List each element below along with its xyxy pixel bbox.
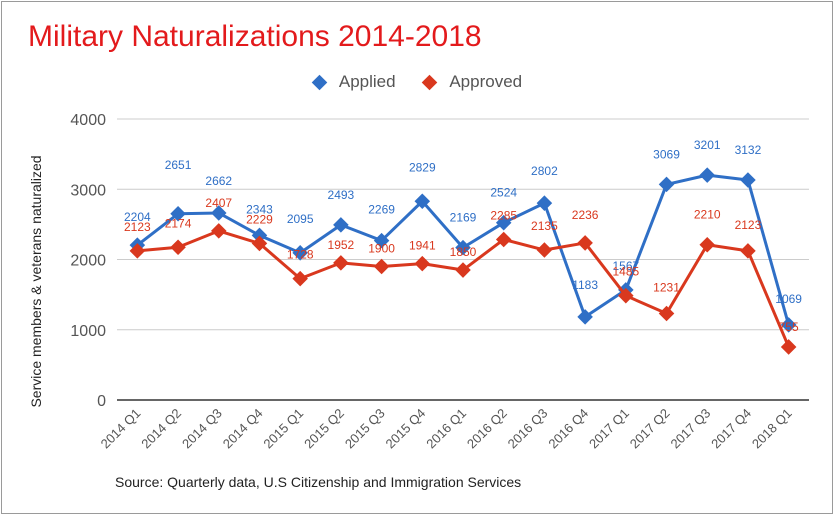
legend-item-approved[interactable]: Approved (422, 72, 523, 92)
data-label-approved: 1728 (287, 248, 314, 262)
y-tick-label: 4000 (70, 112, 106, 129)
data-point-applied (210, 205, 227, 221)
data-point-approved (333, 255, 349, 271)
data-point-applied (577, 309, 593, 325)
x-tick-label: 2015 Q1 (260, 406, 306, 452)
data-label-approved: 1850 (450, 245, 477, 259)
data-point-approved (780, 339, 797, 355)
data-label-applied: 3069 (653, 147, 680, 161)
data-point-applied (658, 176, 675, 193)
data-label-approved: 2123 (124, 220, 151, 234)
x-tick-label: 2016 Q4 (545, 406, 591, 452)
data-point-approved (129, 243, 146, 259)
data-label-applied: 2169 (450, 211, 477, 225)
data-label-approved: 1231 (653, 281, 680, 295)
data-point-applied (414, 193, 431, 210)
data-point-approved (373, 258, 390, 275)
data-point-approved (414, 255, 431, 272)
data-label-applied: 2204 (124, 210, 151, 224)
legend: Applied Approved (0, 72, 836, 93)
data-label-approved: 2123 (735, 218, 762, 232)
x-tick-label: 2017 Q1 (586, 406, 632, 452)
x-tick-label: 2014 Q4 (220, 406, 266, 452)
data-label-applied: 2095 (287, 212, 314, 226)
x-tick-label: 2016 Q3 (505, 406, 551, 452)
x-tick-label: 2016 Q1 (423, 406, 469, 452)
data-point-approved (658, 305, 675, 322)
y-tick-label: 2000 (70, 253, 106, 270)
data-point-applied (455, 239, 471, 256)
data-label-applied: 3201 (694, 138, 721, 152)
data-point-applied (251, 227, 268, 244)
data-point-applied (536, 195, 553, 211)
data-point-approved (251, 235, 268, 252)
data-label-approved: 1900 (368, 242, 395, 256)
data-label-approved: 2135 (531, 219, 558, 233)
data-label-applied: 1183 (572, 278, 598, 292)
data-label-approved: 755 (779, 320, 799, 334)
data-label-approved: 2407 (205, 196, 232, 210)
y-tick-label: 0 (97, 393, 106, 410)
data-label-applied: 3132 (735, 143, 762, 157)
x-tick-label: 2015 Q3 (342, 406, 388, 452)
data-label-approved: 1941 (409, 239, 436, 253)
x-tick-label: 2015 Q4 (383, 406, 429, 452)
chart-title: Military Naturalizations 2014-2018 (28, 20, 482, 53)
legend-label-applied: Applied (338, 72, 396, 91)
data-label-approved: 2210 (694, 208, 721, 222)
data-label-approved: 1485 (612, 265, 639, 279)
x-tick-label: 2017 Q2 (627, 406, 673, 452)
data-label-approved: 1952 (328, 238, 355, 252)
data-label-applied: 1567 (612, 259, 639, 273)
data-label-approved: 2229 (246, 212, 273, 226)
data-point-approved (740, 243, 756, 259)
data-label-applied: 1069 (775, 292, 802, 306)
legend-item-applied[interactable]: Applied (311, 72, 396, 92)
data-point-approved (536, 242, 553, 258)
data-point-applied (170, 205, 186, 222)
legend-label-approved: Approved (449, 72, 523, 91)
data-point-approved (699, 236, 716, 253)
y-axis-label: Service members & veterans naturalized (28, 155, 44, 407)
data-point-applied (373, 232, 390, 249)
data-point-applied (699, 167, 716, 183)
data-label-applied: 2343 (246, 202, 273, 216)
data-label-applied: 2493 (328, 188, 355, 202)
data-point-approved (577, 235, 593, 251)
data-label-applied: 2651 (165, 158, 192, 172)
data-label-applied: 2829 (409, 160, 436, 174)
x-tick-label: 2014 Q3 (179, 406, 225, 452)
x-tick-label: 2017 Q3 (667, 406, 713, 452)
x-tick-label: 2015 Q2 (301, 406, 347, 452)
y-tick-label: 1000 (70, 323, 106, 340)
data-label-applied: 2524 (490, 186, 517, 200)
data-label-applied: 2802 (531, 164, 558, 178)
data-label-applied: 2269 (368, 203, 395, 217)
data-label-approved: 2285 (490, 208, 517, 222)
data-point-applied (495, 214, 512, 231)
data-label-approved: 2236 (572, 208, 599, 222)
source-note: Source: Quarterly data, U.S Citizenship … (115, 474, 522, 490)
data-point-applied (740, 172, 756, 188)
x-tick-label: 2016 Q2 (464, 406, 510, 452)
data-point-approved (170, 239, 186, 256)
data-label-approved: 2174 (165, 216, 192, 230)
y-tick-label: 3000 (70, 182, 106, 199)
data-point-approved (210, 223, 227, 239)
data-point-applied (333, 217, 349, 233)
x-tick-label: 2014 Q2 (138, 406, 184, 452)
x-tick-label: 2017 Q4 (708, 406, 754, 452)
x-tick-label: 2014 Q1 (98, 406, 144, 452)
data-point-approved (495, 231, 512, 248)
data-label-applied: 2662 (205, 174, 232, 188)
x-tick-label: 2018 Q1 (749, 406, 795, 452)
